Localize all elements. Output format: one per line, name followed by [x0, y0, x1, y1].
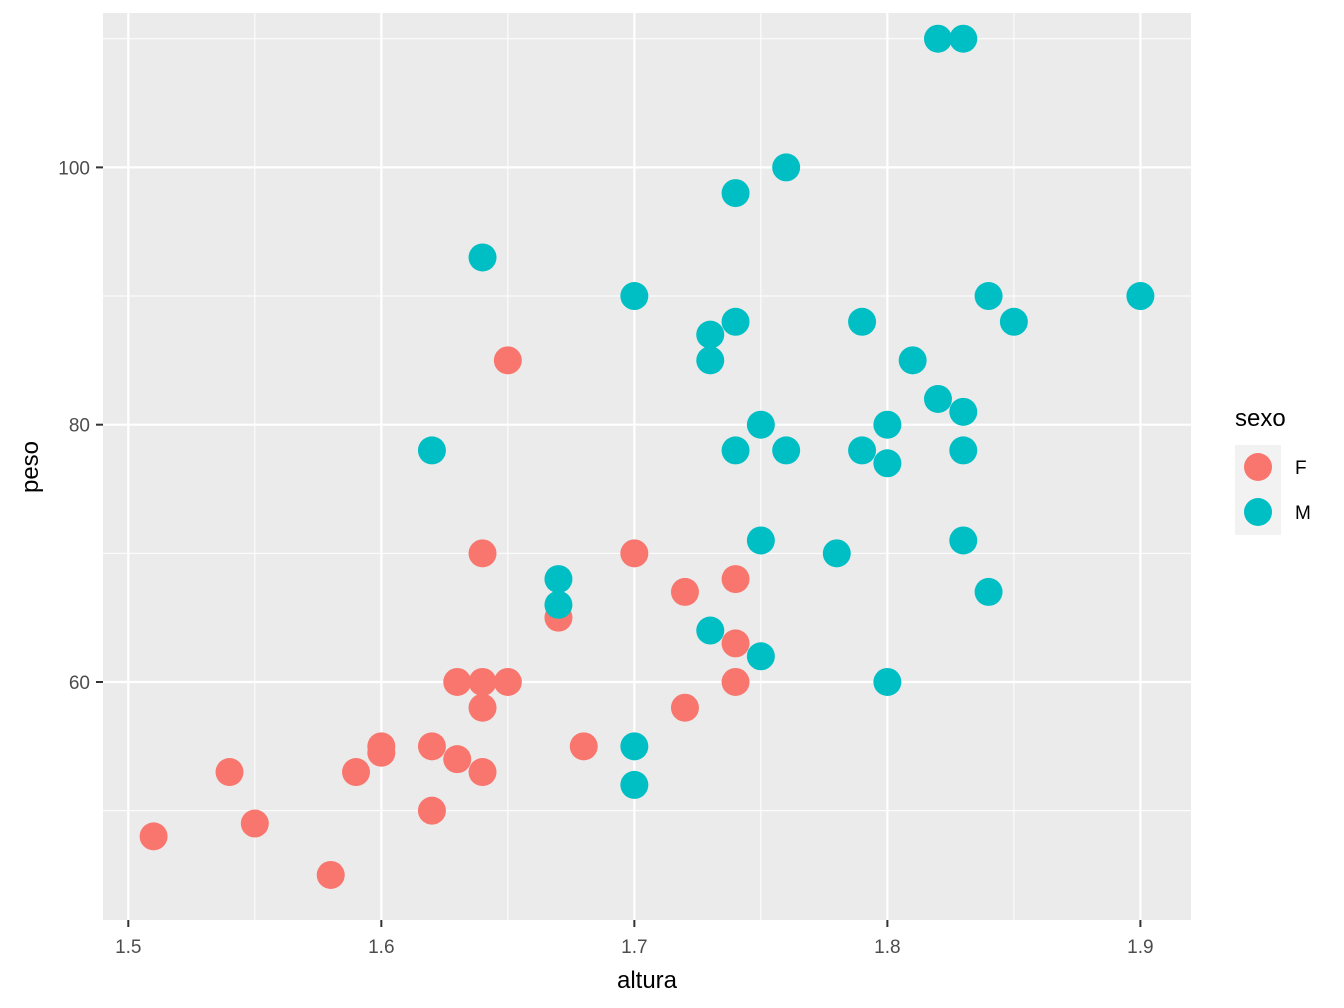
- axes: 1.5 1.6 1.7 1.8 1.9 60 80 100: [58, 158, 1153, 958]
- y-tick-label: 80: [69, 416, 90, 437]
- data-point-m: [873, 667, 902, 696]
- data-point-f: [417, 796, 446, 825]
- data-point-f: [569, 732, 598, 761]
- data-point-m: [544, 565, 573, 594]
- data-points: [139, 24, 1155, 889]
- data-point-m: [1126, 282, 1155, 311]
- data-point-m: [949, 526, 978, 555]
- data-point-m: [746, 410, 775, 439]
- legend-title: sexo: [1235, 405, 1286, 432]
- data-point-m: [772, 436, 801, 465]
- data-point-m: [949, 397, 978, 426]
- data-point-f: [493, 346, 522, 375]
- data-point-f: [468, 539, 497, 568]
- data-point-m: [746, 526, 775, 555]
- data-point-m: [974, 282, 1003, 311]
- data-point-m: [974, 577, 1003, 606]
- data-point-m: [620, 732, 649, 761]
- data-point-f: [493, 667, 522, 696]
- x-tick-label: 1.5: [115, 937, 141, 958]
- data-point-m: [544, 590, 573, 619]
- data-point-f: [443, 745, 472, 774]
- y-axis-title: peso: [17, 441, 44, 493]
- x-tick-label: 1.7: [621, 937, 647, 958]
- data-point-m: [772, 153, 801, 182]
- plot-panel: [103, 13, 1191, 920]
- y-tick-label: 60: [69, 673, 90, 694]
- legend: sexo F M: [1235, 405, 1311, 535]
- legend-label-f: F: [1295, 458, 1307, 479]
- data-point-f: [316, 860, 345, 889]
- data-point-m: [620, 770, 649, 799]
- data-point-m: [822, 539, 851, 568]
- data-point-f: [468, 693, 497, 722]
- data-point-m: [721, 179, 750, 208]
- data-point-m: [620, 282, 649, 311]
- data-point-f: [342, 758, 371, 787]
- data-point-f: [139, 822, 168, 851]
- grid-lines: [103, 13, 1191, 920]
- data-point-m: [468, 243, 497, 272]
- data-point-m: [721, 307, 750, 336]
- data-point-f: [721, 565, 750, 594]
- data-point-f: [670, 693, 699, 722]
- data-point-m: [746, 642, 775, 671]
- data-point-m: [898, 346, 927, 375]
- data-point-f: [468, 758, 497, 787]
- data-point-m: [417, 436, 446, 465]
- x-tick-label: 1.9: [1127, 937, 1153, 958]
- x-tick-label: 1.8: [874, 937, 900, 958]
- data-point-m: [848, 436, 877, 465]
- data-point-m: [696, 616, 725, 645]
- data-point-m: [923, 24, 952, 53]
- data-point-f: [721, 667, 750, 696]
- data-point-f: [417, 732, 446, 761]
- data-point-m: [873, 449, 902, 478]
- legend-key-m: [1244, 498, 1272, 526]
- data-point-m: [873, 410, 902, 439]
- data-point-f: [367, 738, 396, 767]
- data-point-m: [949, 24, 978, 53]
- x-tick-label: 1.6: [368, 937, 394, 958]
- data-point-m: [721, 436, 750, 465]
- data-point-f: [468, 667, 497, 696]
- data-point-m: [999, 307, 1028, 336]
- data-point-m: [923, 384, 952, 413]
- x-axis-title: altura: [617, 967, 678, 994]
- data-point-m: [949, 436, 978, 465]
- data-point-m: [848, 307, 877, 336]
- data-point-m: [696, 320, 725, 349]
- data-point-m: [696, 346, 725, 375]
- legend-key-f: [1244, 453, 1272, 481]
- data-point-f: [240, 809, 269, 838]
- data-point-f: [443, 667, 472, 696]
- y-tick-label: 100: [58, 158, 90, 179]
- data-point-f: [721, 629, 750, 658]
- data-point-f: [215, 758, 244, 787]
- legend-label-m: M: [1295, 503, 1311, 524]
- data-point-f: [620, 539, 649, 568]
- data-point-f: [670, 577, 699, 606]
